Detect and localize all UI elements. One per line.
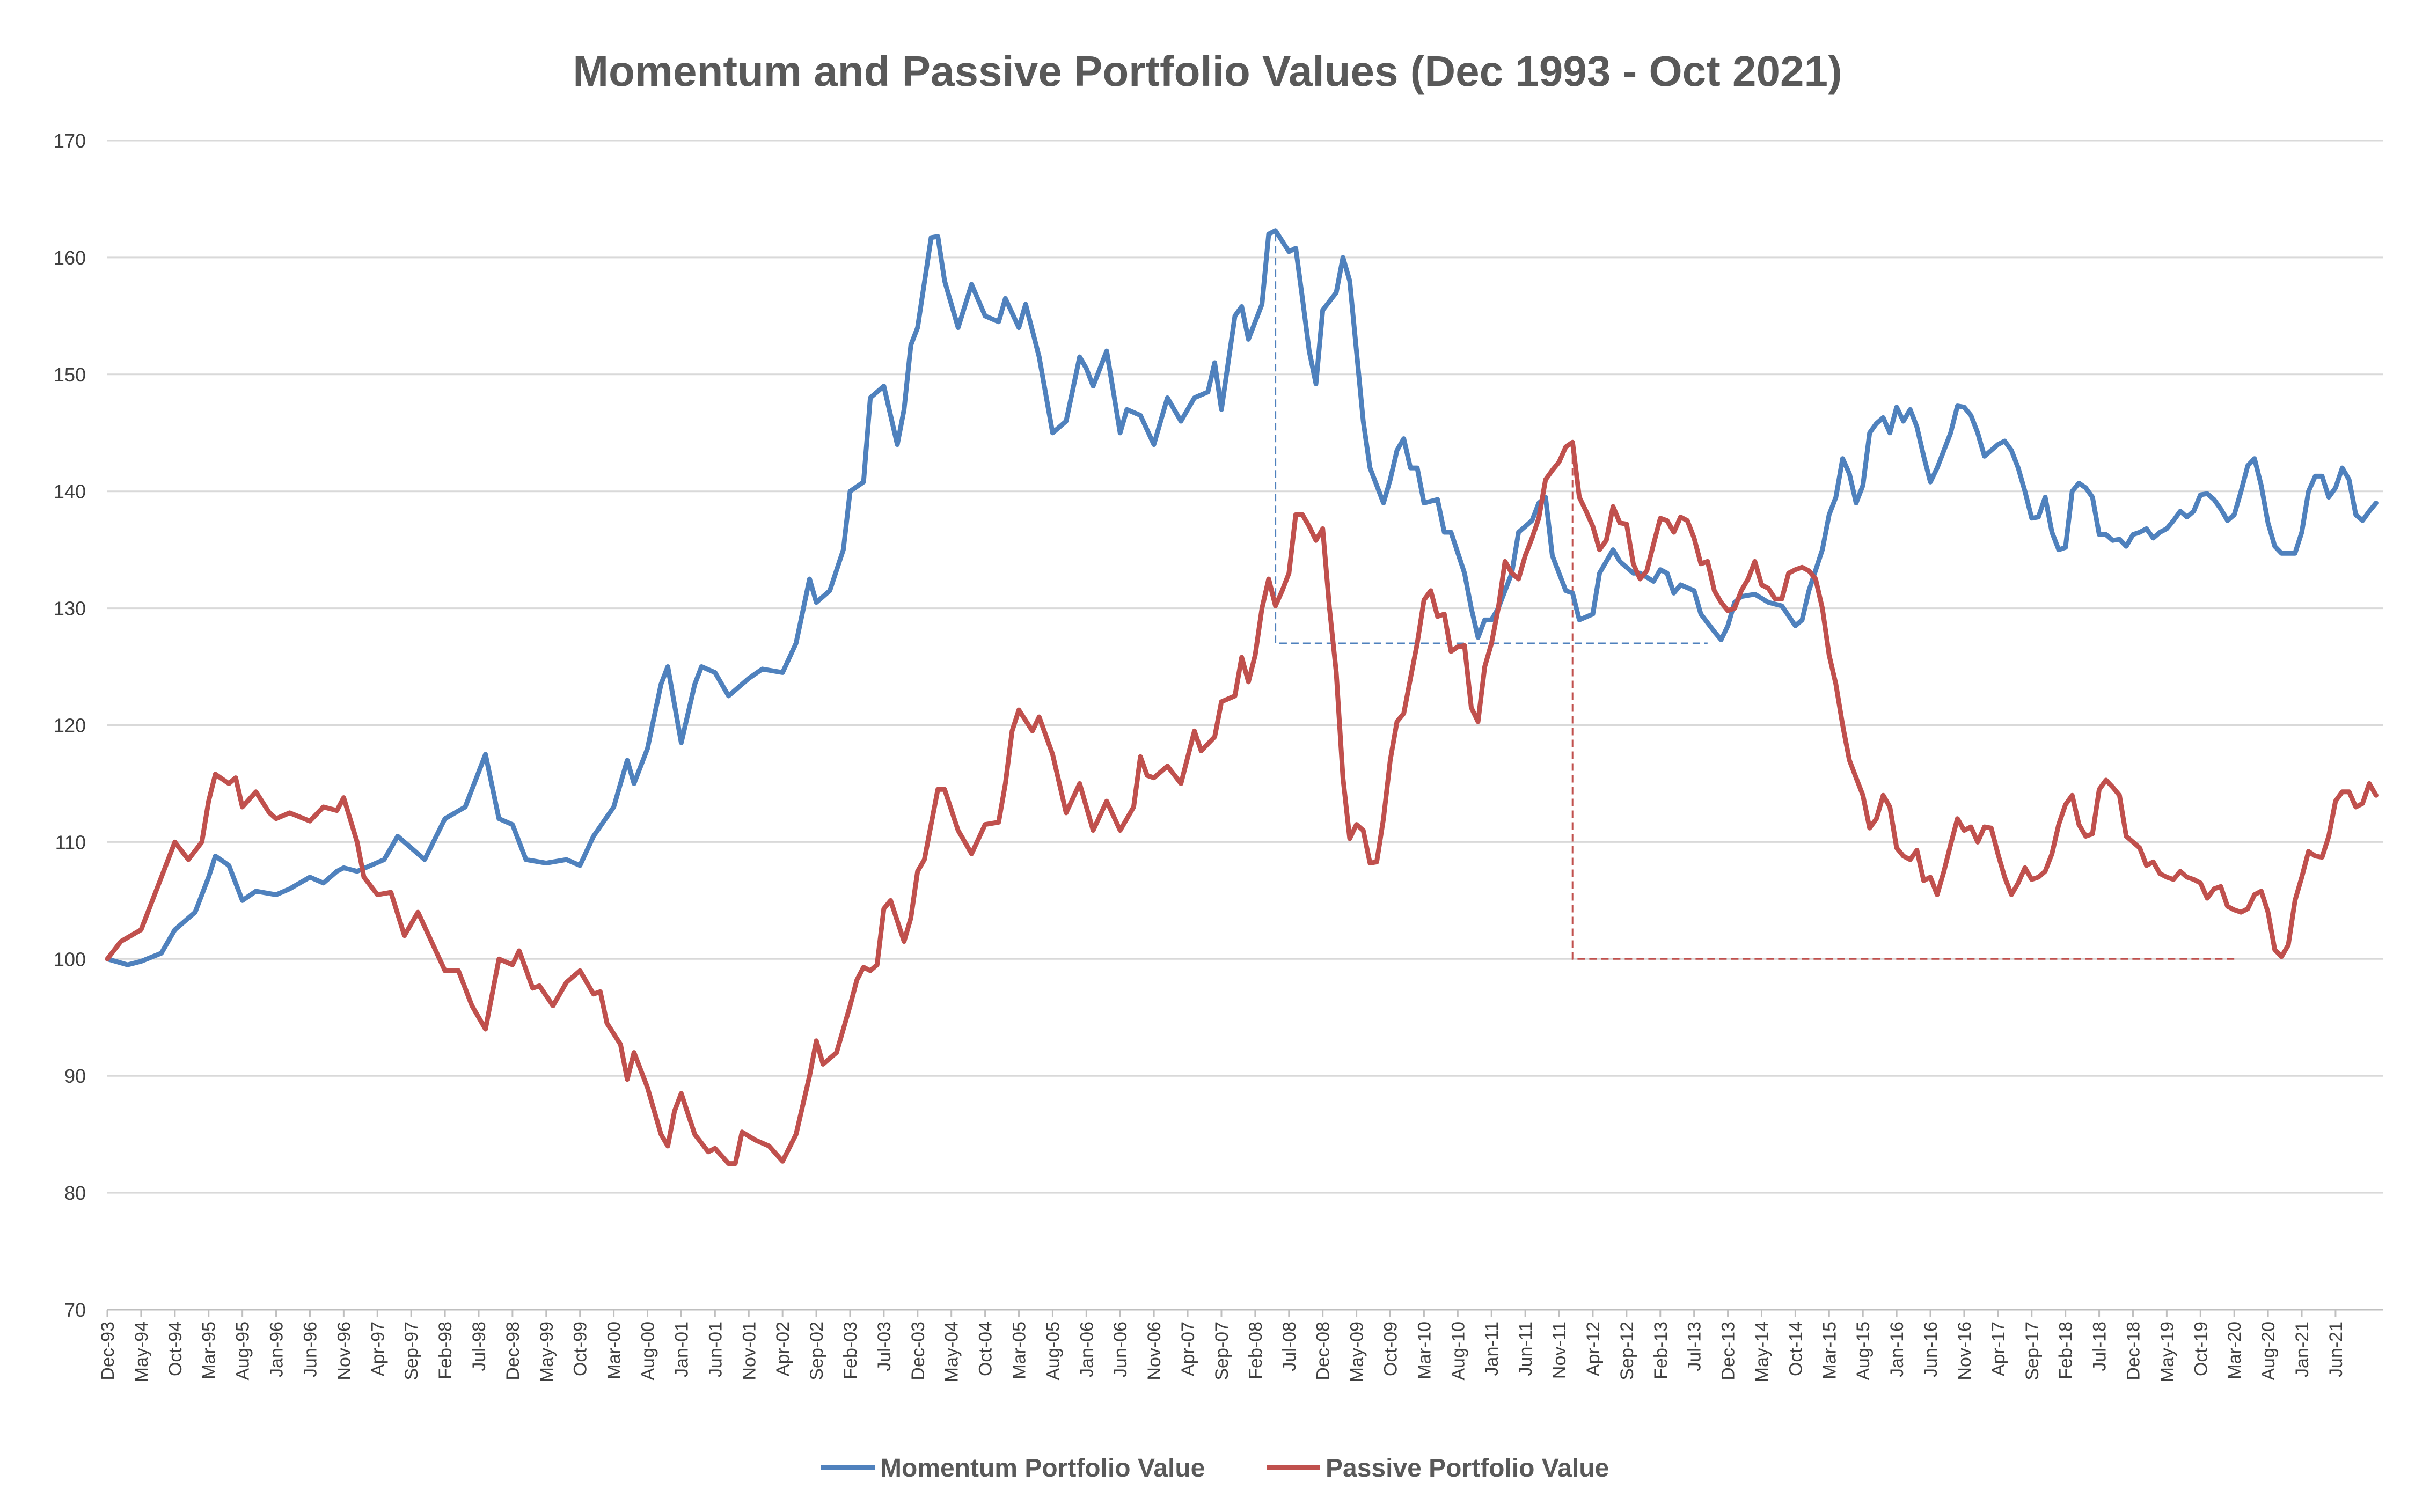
x-tick-label: Jul-13 [1685,1322,1705,1371]
y-tick-label: 80 [64,1182,86,1204]
y-tick-label: 100 [54,948,86,970]
x-tick-label: Dec-13 [1718,1322,1739,1381]
x-tick-label: Jan-01 [671,1322,692,1377]
x-tick-label: Feb-18 [2056,1322,2076,1379]
x-tick-label: Oct-99 [570,1322,591,1376]
x-tick-label: Dec-03 [908,1322,928,1381]
series-lines [105,228,2379,1166]
x-tick-label: Jan-11 [1482,1322,1502,1376]
x-tick-label: Aug-05 [1043,1322,1063,1381]
y-tick-label: 110 [55,831,86,853]
y-tick-label: 90 [64,1065,86,1087]
x-tick-label: Feb-98 [435,1322,456,1379]
x-tick-label: Jun-01 [705,1322,726,1377]
x-tick-label: May-14 [1752,1322,1772,1382]
x-tick-label: Jan-16 [1887,1322,1907,1377]
gridlines [107,140,2383,1311]
x-tick-label: Dec-08 [1313,1322,1334,1381]
x-tick-label: Feb-03 [840,1322,861,1379]
x-tick-label: Sep-17 [2022,1322,2043,1381]
x-tick-label: Jan-21 [2292,1322,2312,1377]
x-tick-label: May-99 [537,1322,557,1382]
x-tick-label: Nov-11 [1549,1322,1570,1379]
x-tick-label: Mar-00 [604,1322,625,1379]
x-tick-label: Mar-95 [199,1322,219,1379]
x-tick-label: May-19 [2157,1322,2177,1382]
y-tick-labels: 70 80 90 100 110 120 130 140 150 160 170 [54,130,86,1321]
x-tick-label: Mar-10 [1414,1322,1435,1379]
x-tick-label: Aug-10 [1448,1322,1468,1381]
x-tick-label: Jul-03 [874,1322,895,1371]
x-tick-label: Nov-16 [1955,1322,1975,1381]
x-tick-label: May-09 [1347,1322,1367,1382]
dashed-annotation-line [1275,234,1708,644]
x-tick-label: Jan-06 [1077,1322,1097,1377]
x-tick-label: Nov-96 [334,1322,354,1381]
y-tick-label: 160 [54,247,86,269]
x-tick-label: Oct-19 [2191,1322,2211,1376]
legend-label: Momentum Portfolio Value [880,1454,1205,1482]
y-tick-label: 120 [54,715,86,737]
y-tick-label: 140 [54,481,86,503]
x-tick-label: Oct-94 [165,1322,186,1376]
x-tick-label: Jun-96 [300,1322,320,1377]
x-tick-label: Jun-21 [2326,1322,2346,1377]
y-tick-label: 70 [64,1299,86,1321]
momentum-series-line [105,228,2379,967]
dashed-annotation-line [1571,444,2235,960]
chart-title: Momentum and Passive Portfolio Values (D… [573,47,1842,95]
x-tick-label: May-94 [131,1322,152,1382]
x-tick-label: May-04 [942,1322,962,1382]
x-tick-label: Aug-00 [638,1322,658,1381]
x-tick-label: Jun-16 [1921,1322,1941,1377]
x-tick-label: Feb-08 [1246,1322,1266,1379]
x-tick-label: Jul-08 [1279,1322,1300,1371]
dashed-annotations [1275,234,2235,960]
y-tick-label: 150 [54,364,86,386]
x-tick-label: Oct-09 [1381,1322,1401,1376]
x-tick-label: Mar-20 [2224,1322,2245,1379]
x-tick-label: Mar-15 [1819,1322,1840,1379]
x-tick-label: Jun-06 [1110,1322,1131,1377]
y-tick-label: 130 [54,598,86,620]
x-tick-label: Apr-17 [1988,1322,2009,1376]
x-tick-label: Dec-93 [98,1322,118,1381]
x-tick-label: Oct-14 [1785,1322,1806,1376]
legend: Momentum Portfolio Value Passive Portfoli… [821,1454,1609,1482]
x-tick-label: Feb-13 [1651,1322,1671,1379]
x-tick-label: Sep-12 [1617,1322,1637,1381]
x-tick-label: Nov-06 [1144,1322,1165,1381]
x-tick-label: Nov-01 [739,1322,759,1381]
x-tick-label: Jul-18 [2090,1322,2110,1371]
x-tick-label: Sep-97 [401,1322,422,1381]
x-tick-label: Aug-95 [233,1322,253,1381]
x-tick-label: Jun-11 [1516,1322,1536,1376]
x-tick-label: Aug-15 [1853,1322,1874,1381]
x-tick-label: Mar-05 [1009,1322,1030,1379]
x-tick-label: Sep-02 [807,1322,827,1381]
x-tick-label: Apr-12 [1583,1322,1604,1376]
legend-label: Passive Portfolio Value [1326,1454,1609,1482]
y-tick-label: 170 [54,130,86,152]
x-tick-label: Jan-96 [267,1322,287,1377]
x-tick-label: Jul-98 [469,1322,489,1371]
x-tick-label: Apr-02 [773,1322,793,1376]
x-tick-labels: Dec-93 May-94 Oct-94 Mar-95 Aug-95 Jan-96 Jun-… [98,1310,2346,1382]
x-tick-label: Aug-20 [2258,1322,2279,1381]
x-tick-label: Sep-07 [1212,1322,1232,1381]
x-tick-label: Dec-98 [503,1322,523,1381]
passive-series-line [105,439,2379,1166]
x-tick-label: Dec-18 [2123,1322,2143,1381]
x-tick-label: Oct-04 [976,1322,996,1376]
x-tick-label: Apr-07 [1178,1322,1198,1376]
x-tick-label: Apr-97 [368,1322,388,1376]
